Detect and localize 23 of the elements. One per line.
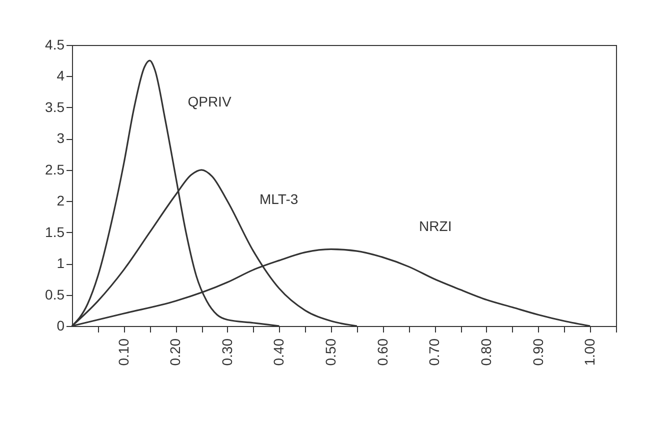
y-tick-label: 3 [56,130,65,146]
y-tick-label: 2.5 [45,161,65,178]
series-label: MLT-3 [260,190,298,207]
x-tick-label: 0.20 [167,338,184,366]
x-tick-label: 0.60 [374,338,390,366]
text: NRZI [419,218,452,234]
y-tick-label: 4.5 [45,36,65,52]
y-tick-label: 1 [56,255,65,272]
x-tick-label: 0.70 [426,338,442,366]
y-tick-label: 0.5 [45,286,65,302]
y-tick-label: 2 [56,192,65,209]
x-tick-label: 0.30 [218,338,235,366]
x-tick-label: 0.80 [478,338,494,366]
x-tick-label: 0.40 [270,338,287,366]
series-label: QPRIV [188,94,232,110]
x-tick-label: 0.90 [530,338,546,366]
x-tick-label: 1.00 [582,338,598,366]
y-tick-label: 3.5 [45,98,65,115]
x-tick-label: 0.10 [115,338,132,366]
y-tick-label: 1.5 [45,224,65,240]
x-tick-label: 0.50 [322,338,339,366]
y-tick-label: 4 [56,68,65,84]
y-tick-label: 0 [56,318,65,334]
